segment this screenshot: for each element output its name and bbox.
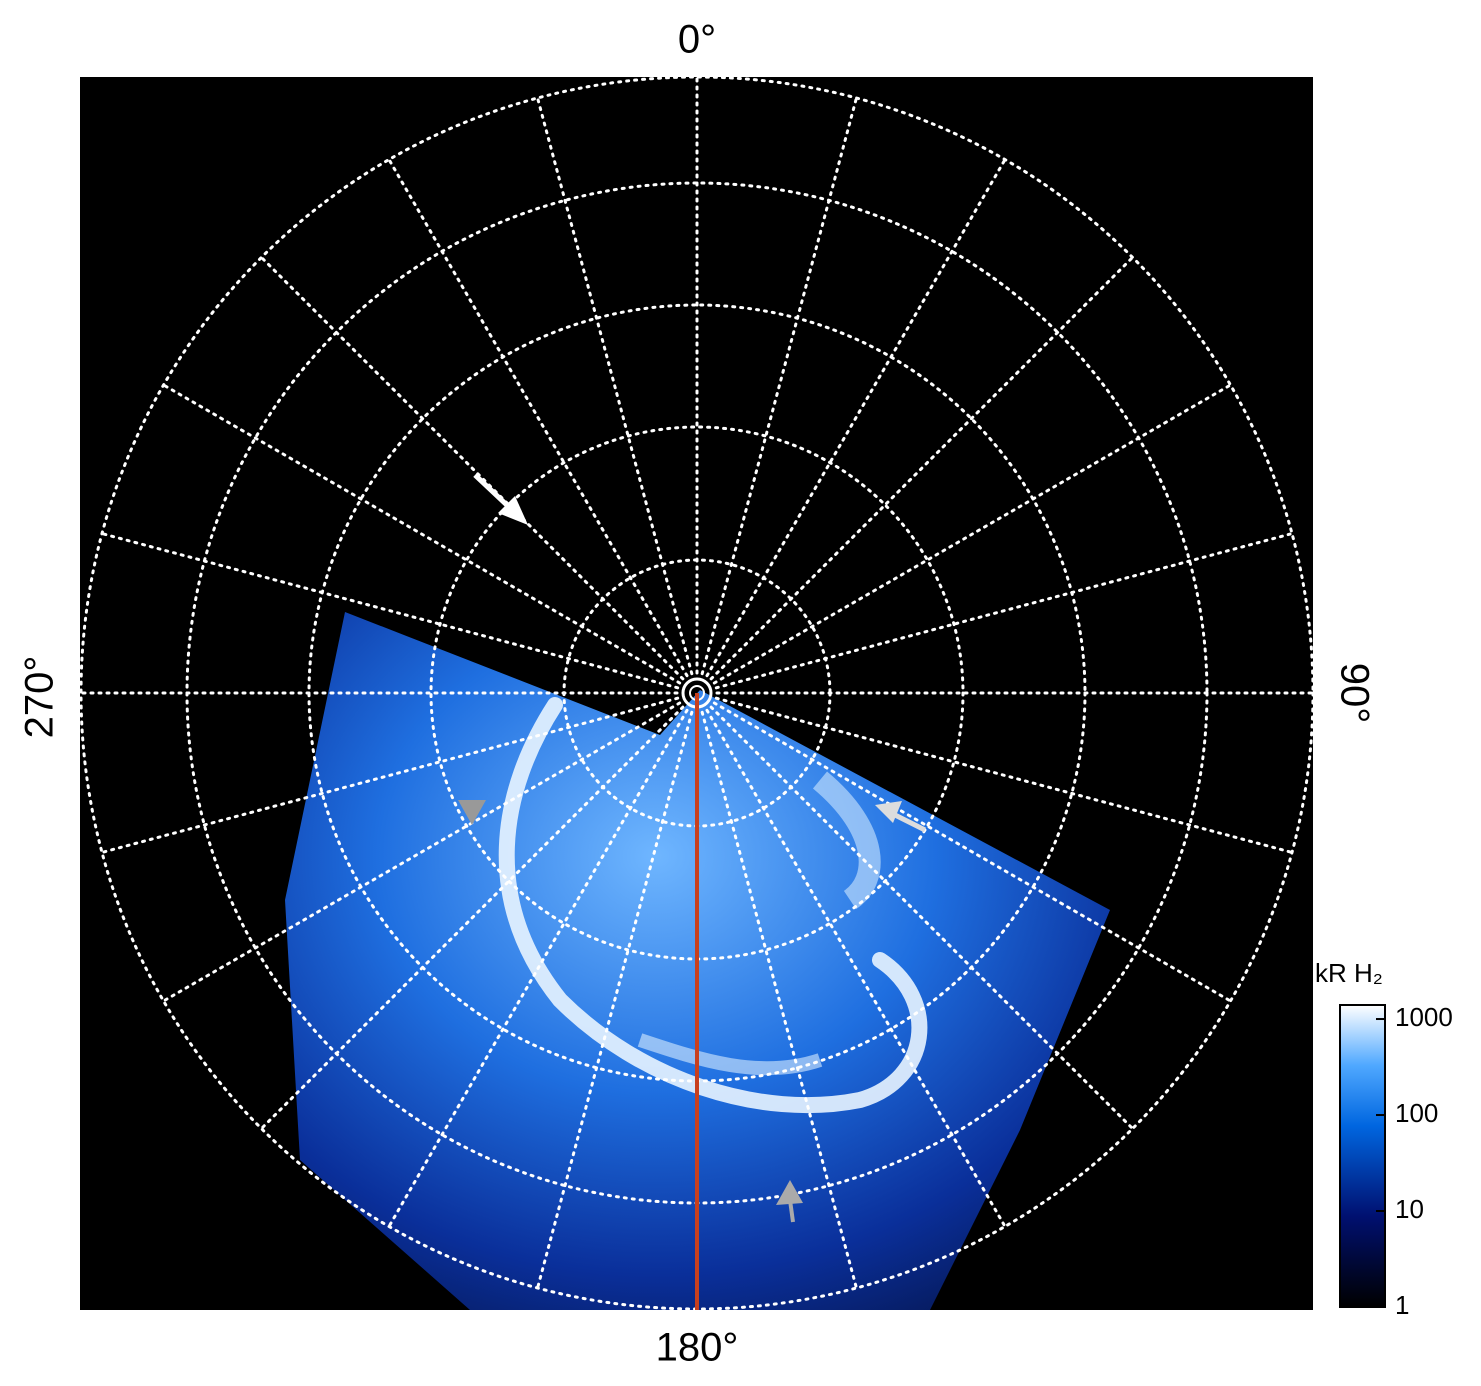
arrow bbox=[473, 473, 512, 510]
longitude-line bbox=[387, 158, 689, 678]
arrow bbox=[893, 812, 927, 833]
longitude-line bbox=[162, 383, 682, 685]
polar-grid bbox=[79, 75, 1315, 1311]
arrow-head bbox=[776, 1180, 803, 1205]
longitude-line bbox=[709, 705, 1135, 1131]
main-oval bbox=[498, 697, 928, 1114]
longitude-line bbox=[387, 708, 689, 1228]
longitude-line bbox=[705, 708, 1007, 1228]
longitude-line bbox=[259, 705, 685, 1131]
top-label: 0° bbox=[678, 18, 716, 62]
longitude-line bbox=[712, 701, 1232, 1003]
longitude-line bbox=[714, 532, 1294, 690]
arrow-head bbox=[498, 496, 528, 525]
bottom-label: 180° bbox=[656, 1326, 739, 1370]
colorbar-tick-label: 1000 bbox=[1395, 1002, 1453, 1032]
marker-triangle bbox=[458, 800, 486, 825]
longitude-line bbox=[700, 710, 858, 1290]
colorbar-tick-label: 1 bbox=[1395, 1290, 1409, 1320]
dawn-emission bbox=[812, 771, 881, 910]
polar-emission bbox=[637, 1033, 823, 1076]
colorbar-tick-label: 100 bbox=[1395, 1098, 1438, 1128]
longitude-line bbox=[536, 710, 694, 1290]
longitude-line bbox=[259, 255, 685, 681]
colorbar-tick-label: 10 bbox=[1395, 1194, 1424, 1224]
longitude-line bbox=[162, 701, 682, 1003]
longitude-line bbox=[700, 96, 858, 676]
longitude-line bbox=[536, 96, 694, 676]
longitude-line bbox=[100, 696, 680, 854]
arrow-head bbox=[875, 801, 902, 823]
colorbar-title: kR H₂ bbox=[1315, 958, 1383, 988]
left-label: 270° bbox=[18, 656, 62, 739]
longitude-line bbox=[712, 383, 1232, 685]
longitude-line bbox=[714, 696, 1294, 854]
longitude-line bbox=[705, 158, 1007, 678]
longitude-line bbox=[709, 255, 1135, 681]
colorbar bbox=[1339, 1004, 1386, 1308]
right-label: 90° bbox=[1332, 663, 1376, 724]
longitude-line bbox=[100, 532, 680, 690]
